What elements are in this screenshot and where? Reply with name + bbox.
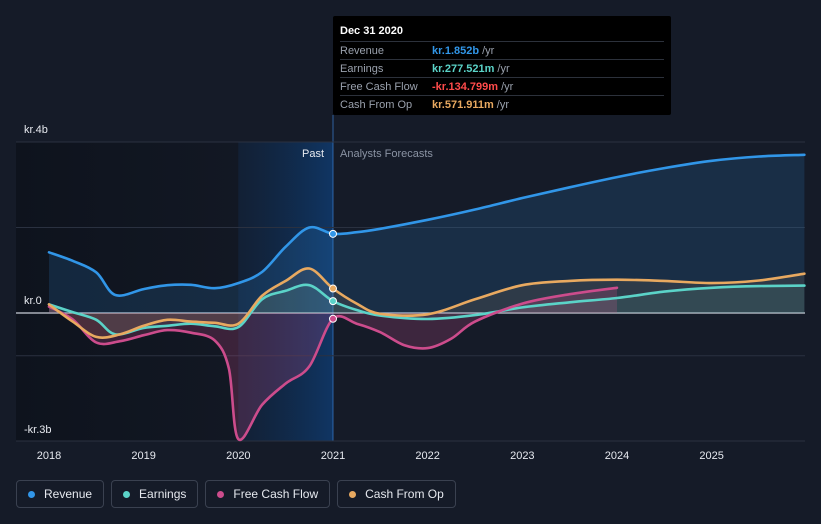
tooltip-row-cash-from-op: Cash From Op kr.571.911m /yr [340,95,664,113]
series-line-free-cash-flow [47,286,619,442]
legend-label: Free Cash Flow [233,487,319,501]
past-label: Past [302,148,324,160]
tooltip-label: Cash From Op [340,98,413,111]
series-line-cash-from-op [47,267,806,339]
tooltip-unit: /yr [482,44,495,57]
tooltip-row-free-cash-flow: Free Cash Flow -kr.134.799m /yr [340,77,664,95]
series-area-earnings [49,284,805,335]
tooltip-value: kr.1.852b [432,44,480,57]
y-axis-top-label: kr.4b [24,124,48,136]
tooltip-unit: /yr [497,62,510,75]
legend-item-earnings[interactable]: Earnings [111,480,199,508]
series-area-cash-from-op [49,268,805,338]
series-marker-free-cash-flow [329,314,337,323]
legend-dot-icon [123,490,131,498]
forecast-label: Analysts Forecasts [340,148,433,160]
x-tick-label: 2022 [415,450,439,462]
tooltip-value: -kr.134.799m [432,80,499,93]
series-marker-revenue [329,229,337,238]
tooltip-label: Free Cash Flow [340,80,418,93]
legend: Revenue Earnings Free Cash Flow Cash Fro… [16,480,456,508]
legend-label: Revenue [44,487,93,501]
tooltip-unit: /yr [501,80,514,93]
tooltip: Dec 31 2020 Revenue kr.1.852b /yr Earnin… [333,16,671,115]
tooltip-row-revenue: Revenue kr.1.852b /yr [340,41,664,59]
x-tick-label: 2021 [321,450,345,462]
x-tick-label: 2018 [37,450,61,462]
series-marker-cash-from-op [329,284,337,293]
x-tick-label: 2020 [226,450,250,462]
x-tick-label: 2019 [131,450,155,462]
legend-label: Cash From Op [365,487,444,501]
series-area-free-cash-flow [49,287,617,440]
legend-item-revenue[interactable]: Revenue [16,480,105,508]
tooltip-label: Revenue [340,44,385,57]
tooltip-unit: /yr [496,98,510,111]
legend-item-free-cash-flow[interactable]: Free Cash Flow [205,480,331,508]
legend-label: Earnings [139,487,187,501]
y-axis-zero-label: kr.0 [24,295,42,307]
series-line-revenue [47,153,806,297]
series-area-revenue [49,154,805,313]
tooltip-row-earnings: Earnings kr.277.521m /yr [340,59,664,77]
tooltip-value: kr.571.911m [432,98,494,111]
legend-dot-icon [28,490,35,498]
tooltip-value: kr.277.521m [432,62,495,75]
series-line-earnings [47,283,806,336]
y-axis-bottom-label: -kr.3b [24,424,52,436]
legend-item-cash-from-op[interactable]: Cash From Op [337,480,456,508]
tooltip-label: Earnings [340,62,384,75]
tooltip-date: Dec 31 2020 [340,25,403,37]
series-marker-earnings [329,297,337,306]
x-tick-label: 2024 [605,450,629,462]
past-shade [16,142,239,441]
x-tick-label: 2023 [510,450,534,462]
x-tick-label: 2025 [699,450,723,462]
legend-dot-icon [349,490,357,498]
legend-dot-icon [217,490,225,498]
